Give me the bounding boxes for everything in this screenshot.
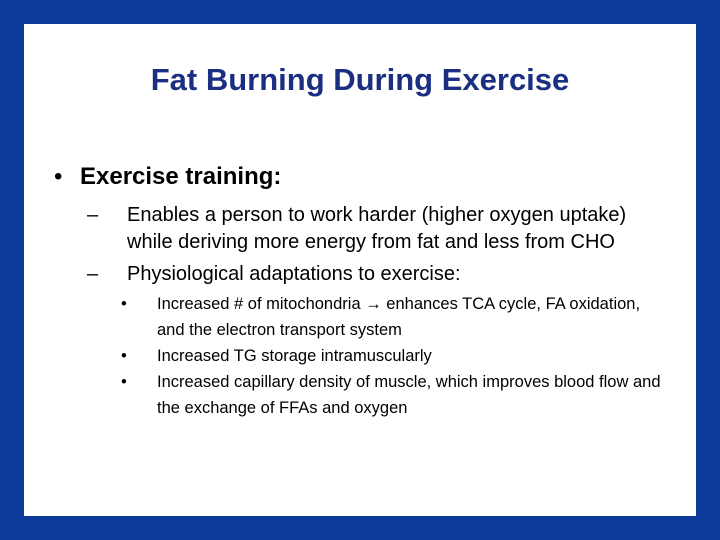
bullet: Exercise training: <box>54 163 281 191</box>
sub-sub-bullet: Increased TG storage intramuscularly <box>121 343 662 369</box>
sub-bullet: Enables a person to work harder (higher … <box>87 202 647 256</box>
sub-sub-bullet: Increased capillary density of muscle, w… <box>121 369 662 421</box>
sub-sub-bullet: Increased # of mitochondria → enhances T… <box>121 291 662 343</box>
sub-bullet: Physiological adaptations to exercise: <box>87 261 647 288</box>
slide-title: Fat Burning During Exercise <box>150 62 570 97</box>
